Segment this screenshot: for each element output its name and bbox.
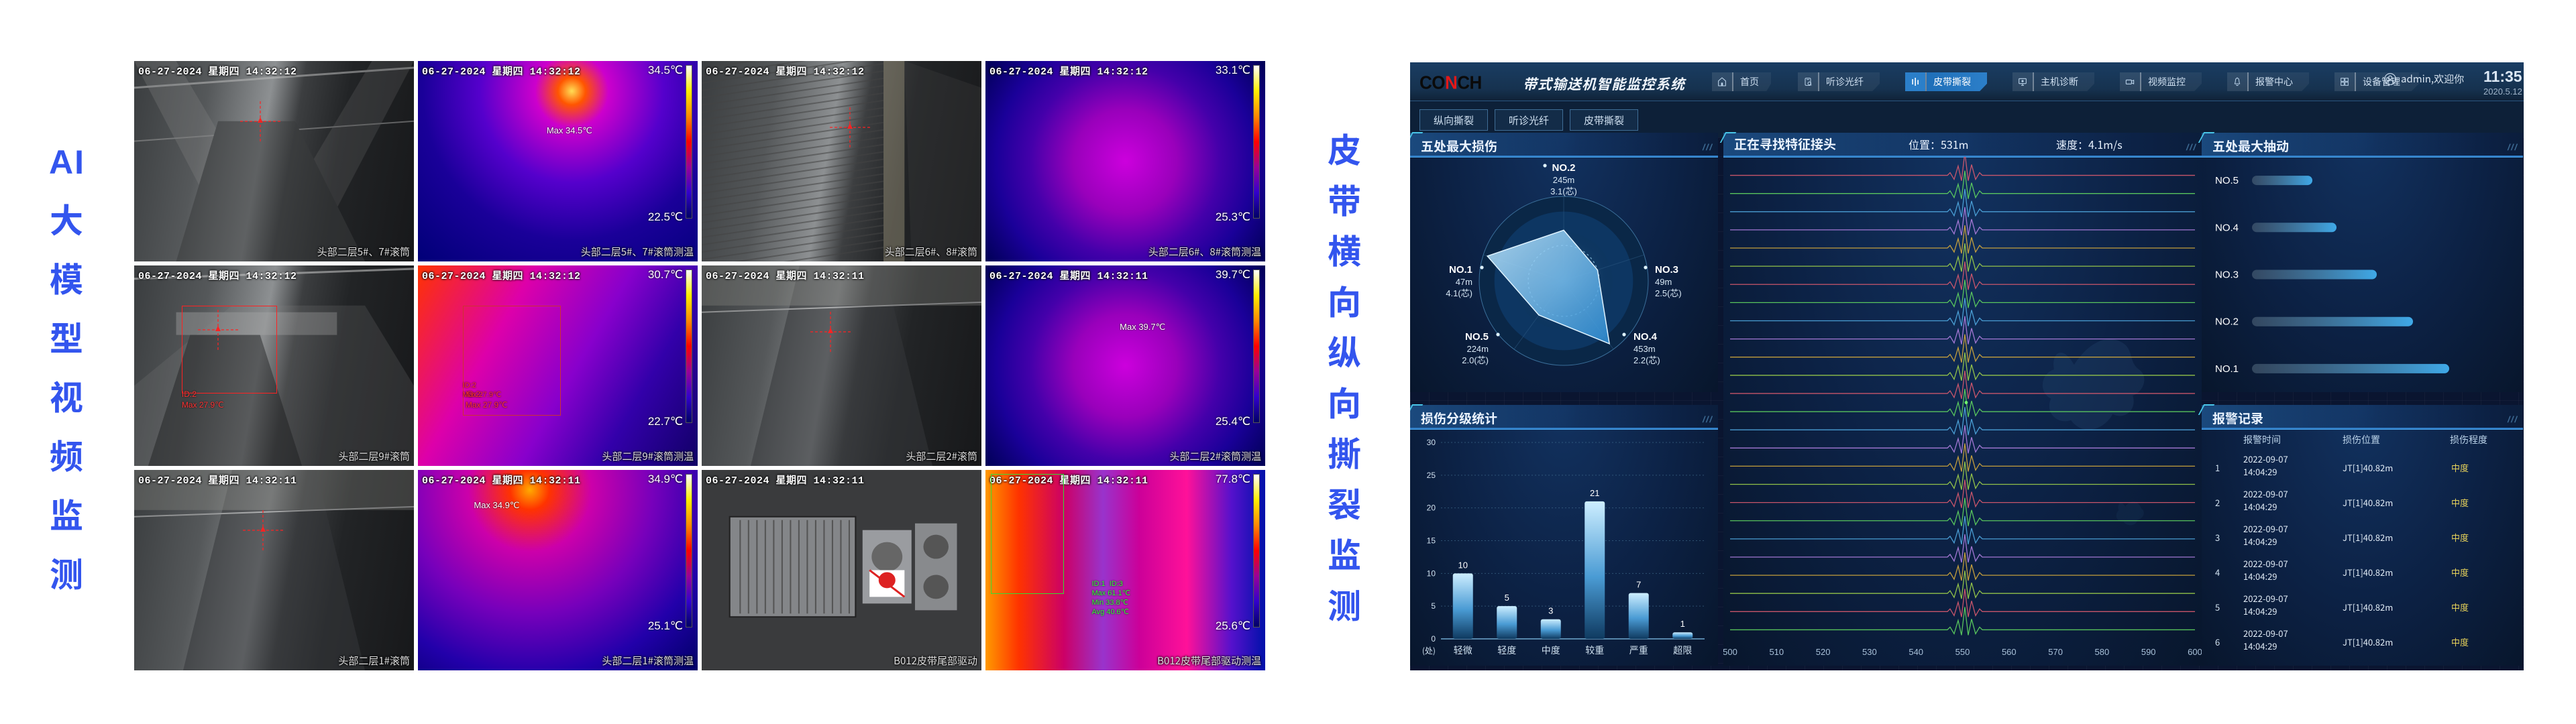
svg-text:2.0(芯): 2.0(芯) xyxy=(1462,355,1489,365)
svg-text:NO.5: NO.5 xyxy=(1465,331,1489,343)
svg-text:(处): (处) xyxy=(1422,645,1436,656)
svg-text:3.1(芯): 3.1(芯) xyxy=(1550,186,1577,196)
svg-text:NO.1: NO.1 xyxy=(2215,363,2239,375)
svg-text:NO.2: NO.2 xyxy=(1552,162,1575,174)
svg-text:严重: 严重 xyxy=(1629,644,1648,657)
svg-text:NO.2: NO.2 xyxy=(2215,316,2239,328)
svg-text:7: 7 xyxy=(1636,580,1641,590)
svg-text:轻微: 轻微 xyxy=(1454,644,1472,657)
svg-text:2.5(芯): 2.5(芯) xyxy=(1655,288,1682,298)
svg-text:47m: 47m xyxy=(1456,277,1472,287)
svg-text:453m: 453m xyxy=(1633,344,1656,354)
svg-text:20: 20 xyxy=(1427,503,1436,513)
svg-text:NO.1: NO.1 xyxy=(1449,264,1472,276)
svg-text:530: 530 xyxy=(1862,647,1877,657)
svg-text:10: 10 xyxy=(1427,568,1436,578)
svg-text:49m: 49m xyxy=(1655,277,1672,287)
svg-text:NO.4: NO.4 xyxy=(2215,222,2239,233)
svg-text:15: 15 xyxy=(1427,536,1436,546)
svg-text:NO.3: NO.3 xyxy=(2215,269,2239,281)
svg-text:580: 580 xyxy=(2095,647,2110,657)
svg-text:500: 500 xyxy=(1723,647,1737,657)
svg-text:NO.3: NO.3 xyxy=(1655,264,1678,276)
svg-text:NO.4: NO.4 xyxy=(1633,331,1658,343)
svg-text:3: 3 xyxy=(1548,606,1553,616)
svg-text:245m: 245m xyxy=(1553,175,1575,185)
svg-text:570: 570 xyxy=(2048,647,2063,657)
svg-text:520: 520 xyxy=(1816,647,1831,657)
svg-text:540: 540 xyxy=(1909,647,1923,657)
svg-text:2.2(芯): 2.2(芯) xyxy=(1633,355,1660,365)
svg-text:560: 560 xyxy=(2002,647,2017,657)
svg-text:NO.5: NO.5 xyxy=(2215,175,2239,186)
svg-text:550: 550 xyxy=(1955,647,1970,657)
svg-text:较重: 较重 xyxy=(1585,644,1604,657)
svg-text:4.1(芯): 4.1(芯) xyxy=(1446,288,1472,298)
svg-text:590: 590 xyxy=(2141,647,2156,657)
svg-text:1: 1 xyxy=(1680,619,1685,629)
svg-text:0: 0 xyxy=(1431,634,1436,644)
svg-text:30: 30 xyxy=(1427,438,1436,447)
svg-text:中度: 中度 xyxy=(1542,644,1560,657)
svg-text:5: 5 xyxy=(1431,601,1436,611)
svg-text:25: 25 xyxy=(1427,471,1436,480)
svg-text:轻度: 轻度 xyxy=(1497,644,1516,657)
svg-text:224m: 224m xyxy=(1466,344,1489,354)
svg-text:21: 21 xyxy=(1590,488,1599,498)
svg-text:超限: 超限 xyxy=(1673,644,1692,657)
svg-text:5: 5 xyxy=(1505,593,1509,603)
svg-text:600: 600 xyxy=(2188,647,2202,657)
svg-text:510: 510 xyxy=(1769,647,1784,657)
svg-text:10: 10 xyxy=(1458,560,1468,570)
